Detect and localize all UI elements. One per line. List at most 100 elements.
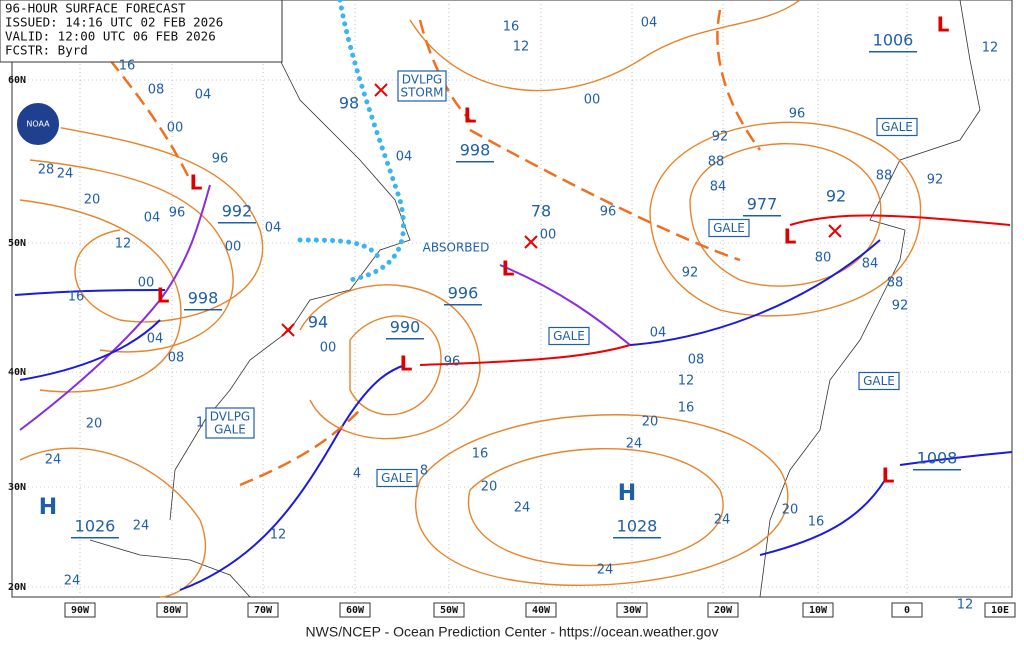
isobar-label: 16	[808, 515, 825, 530]
isobar-label: 12	[957, 598, 974, 613]
lon-label-box	[433, 602, 465, 618]
center-pressure: 998	[460, 141, 491, 160]
isobar-label: 96	[169, 206, 186, 221]
lat-label: 30N	[8, 482, 26, 493]
isobar-label: 12	[270, 528, 287, 543]
isobar-label: 08	[168, 351, 185, 366]
label-box	[376, 468, 418, 488]
box-label: GALE	[713, 221, 745, 235]
isobar-label: 20	[642, 415, 659, 430]
isobar-label: 84	[710, 180, 727, 195]
lon-label-box	[616, 602, 648, 618]
isobar-label: 24	[45, 453, 62, 468]
center-pressure: 996	[448, 284, 479, 303]
isobar-label: 12	[115, 237, 132, 252]
isobar-label: 88	[876, 169, 893, 184]
isobar-label: 12	[678, 374, 695, 389]
isobar-label: 24	[597, 563, 614, 578]
isobar-label: 04	[641, 16, 658, 31]
lon-label: 40W	[532, 605, 551, 616]
pressure-label: 98	[339, 94, 359, 113]
box-label: DVLPG	[210, 410, 250, 424]
lon-label: 0	[904, 605, 910, 616]
pressure-underline	[456, 161, 494, 163]
isobar-label: 88	[887, 276, 904, 291]
isobar-label: 92	[682, 266, 699, 281]
header-line: 96-HOUR SURFACE FORECAST	[5, 1, 186, 16]
pressure-label: 94	[308, 313, 328, 332]
center-pressure: 1028	[617, 517, 658, 536]
isobar-label: 4	[353, 467, 361, 482]
isobar-label: 16	[68, 290, 85, 305]
pressure-underline	[743, 215, 781, 217]
lon-label-box	[247, 602, 279, 618]
isobar-label: 00	[320, 341, 337, 356]
box-label: DVLPG	[402, 73, 442, 87]
isobar-label: 04	[195, 88, 212, 103]
lon-label: 80W	[163, 605, 182, 616]
isobar-label: 96	[789, 107, 806, 122]
isobar-label: 24	[514, 501, 531, 516]
isobar-label: 08	[148, 83, 165, 98]
header-line: ISSUED: 14:16 UTC 02 FEB 2026	[5, 15, 223, 30]
center-symbol: L	[464, 104, 477, 128]
lon-label-box	[156, 602, 188, 618]
isobar-label: 92	[712, 130, 729, 145]
pressure-underline	[386, 338, 424, 340]
isobar-label: 1	[196, 416, 204, 431]
center-symbol: L	[882, 464, 895, 488]
label-box	[397, 70, 447, 102]
center-symbol: L	[190, 171, 203, 195]
lon-label: 50W	[440, 605, 459, 616]
isobar-label: 96	[444, 355, 461, 370]
lon-label: 30W	[623, 605, 642, 616]
isobar-label: 12	[513, 40, 530, 55]
isobar-label: 24	[626, 437, 643, 452]
isobar-label: 16	[678, 401, 695, 416]
isobar-label: 24	[133, 519, 150, 534]
isobar-label: 92	[927, 173, 944, 188]
graticule	[12, 0, 1012, 597]
isobar-label: 04	[147, 332, 164, 347]
center-symbol: L	[937, 13, 950, 37]
center-pressure: 992	[222, 202, 253, 221]
center-symbol: L	[157, 284, 170, 308]
center-pressure: 1008	[917, 449, 958, 468]
header-line: FCSTR: Byrd	[5, 43, 88, 58]
pressure-underline	[613, 537, 661, 539]
isobar-label: 96	[600, 205, 617, 220]
isobar-label: 88	[708, 155, 725, 170]
isobar-label: 24	[57, 167, 74, 182]
isobar-label: 16	[472, 447, 489, 462]
lat-label: 20N	[8, 582, 26, 593]
center-pressure: 998	[188, 289, 219, 308]
isobar-label: 80	[815, 251, 832, 266]
pressure-underline	[869, 51, 917, 53]
lon-label-box	[802, 602, 834, 618]
isobar-label: 04	[144, 211, 161, 226]
fronts	[14, 0, 1013, 591]
lon-label-box	[891, 602, 923, 618]
isobar-label: 20	[86, 417, 103, 432]
isobar-label: 12	[982, 41, 999, 56]
isobar-label: 20	[782, 503, 799, 518]
lon-label: 70W	[254, 605, 273, 616]
coastlines	[89, 0, 981, 598]
pressure-underline	[444, 304, 482, 306]
lon-label: 60W	[346, 605, 365, 616]
center-symbol: H	[618, 481, 636, 506]
logo-text: NOAA	[26, 120, 50, 129]
center-pressure: 977	[747, 195, 778, 214]
lon-label: 10W	[809, 605, 828, 616]
pressure-underline	[71, 537, 119, 539]
center-symbol: H	[39, 495, 57, 520]
lon-label: 10E	[991, 605, 1009, 616]
isobar-label: 24	[714, 513, 731, 528]
lon-label: 20W	[714, 605, 733, 616]
isobar-label: 00	[584, 93, 601, 108]
isobar-label: 00	[167, 121, 184, 136]
isobar-label: 24	[64, 574, 81, 589]
isobar-label: 00	[138, 276, 155, 291]
map-frame	[11, 0, 1013, 598]
